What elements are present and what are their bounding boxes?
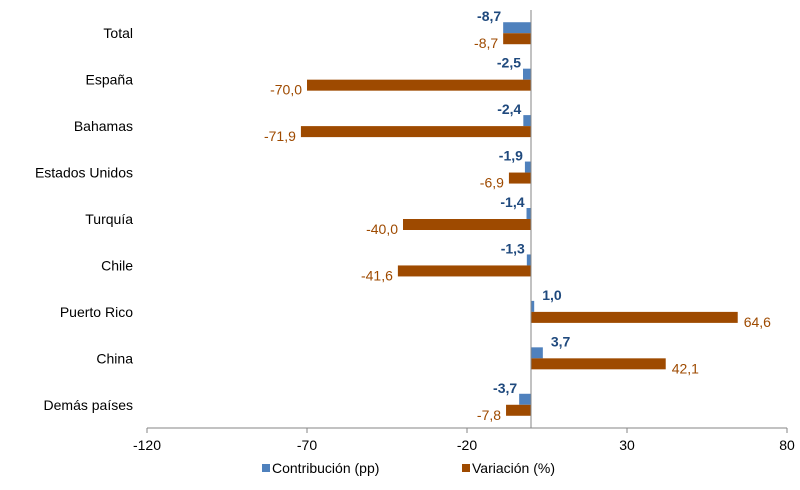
category-label: Puerto Rico [60, 304, 133, 320]
category-label: Turquía [85, 211, 133, 227]
data-label-contribucion: -8,7 [477, 8, 501, 24]
bar-variacion [307, 79, 531, 91]
x-tick-label: -120 [133, 437, 161, 453]
axes: -120 -70 -20 30 80 [133, 10, 795, 453]
data-label-variacion: 42,1 [672, 360, 699, 376]
data-label-variacion: -7,8 [477, 407, 501, 423]
x-tick-label: -70 [297, 437, 317, 453]
data-label-contribucion: -3,7 [493, 380, 517, 396]
data-label-contribucion: 1,0 [542, 287, 562, 303]
data-label-variacion: -41,6 [361, 267, 393, 283]
data-label-variacion: 64,6 [744, 314, 771, 330]
bar-variacion [403, 219, 531, 230]
data-label-variacion: -8,7 [474, 35, 498, 51]
category-label: Bahamas [74, 118, 133, 134]
category-label: España [86, 72, 134, 88]
category-labels: Total España Bahamas Estados Unidos Turquía C… [35, 25, 133, 413]
data-label-variacion: -6,9 [480, 175, 504, 191]
data-label-contribucion: -1,3 [501, 240, 525, 256]
data-label-contribucion: -1,9 [499, 148, 523, 164]
bar-contribucion [523, 68, 531, 80]
data-label-contribucion: -2,5 [497, 55, 521, 71]
category-label: Total [103, 25, 133, 41]
bar-variacion [508, 172, 531, 184]
category-label: Chile [101, 257, 133, 273]
category-label: China [96, 350, 133, 366]
legend-swatch [462, 464, 470, 472]
x-tick-label: 30 [619, 437, 635, 453]
legend-swatch [262, 464, 270, 472]
bar-variacion [531, 311, 738, 323]
category-label: Demás países [44, 397, 133, 413]
bar-contribucion [519, 393, 531, 405]
bar-contribucion [523, 115, 531, 127]
bar-contribucion [524, 161, 531, 173]
x-tick-label: -20 [457, 437, 477, 453]
data-label-variacion: -71,9 [264, 128, 296, 144]
bar-contribucion [503, 22, 531, 34]
legend-label: Contribución (pp) [272, 460, 379, 476]
bar-variacion [300, 126, 531, 138]
data-label-contribucion: -1,4 [500, 194, 524, 210]
legend-label: Variación (%) [472, 460, 555, 476]
bar-variacion [397, 265, 531, 277]
bar-variacion [506, 404, 531, 416]
data-label-contribucion: 3,7 [551, 333, 571, 349]
x-tick-label: 80 [779, 437, 795, 453]
bar-contribucion [526, 254, 531, 266]
category-label: Estados Unidos [35, 165, 133, 181]
data-label-variacion: -70,0 [270, 82, 302, 98]
data-label-contribucion: -2,4 [497, 101, 521, 117]
value-labels: -8,7 -8,7 -2,5 -70,0 -2,4 -71,9 -1,9 -6,9 -1,4 -4… [264, 8, 771, 423]
bar-contribucion [531, 347, 543, 359]
bar-variacion [503, 33, 531, 45]
bar-variacion [531, 358, 666, 370]
bar-contribucion [531, 300, 535, 312]
bars [300, 22, 738, 416]
bar-contribucion [526, 208, 531, 219]
legend: Contribución (pp) Variación (%) [262, 460, 555, 476]
data-label-variacion: -40,0 [366, 221, 398, 237]
